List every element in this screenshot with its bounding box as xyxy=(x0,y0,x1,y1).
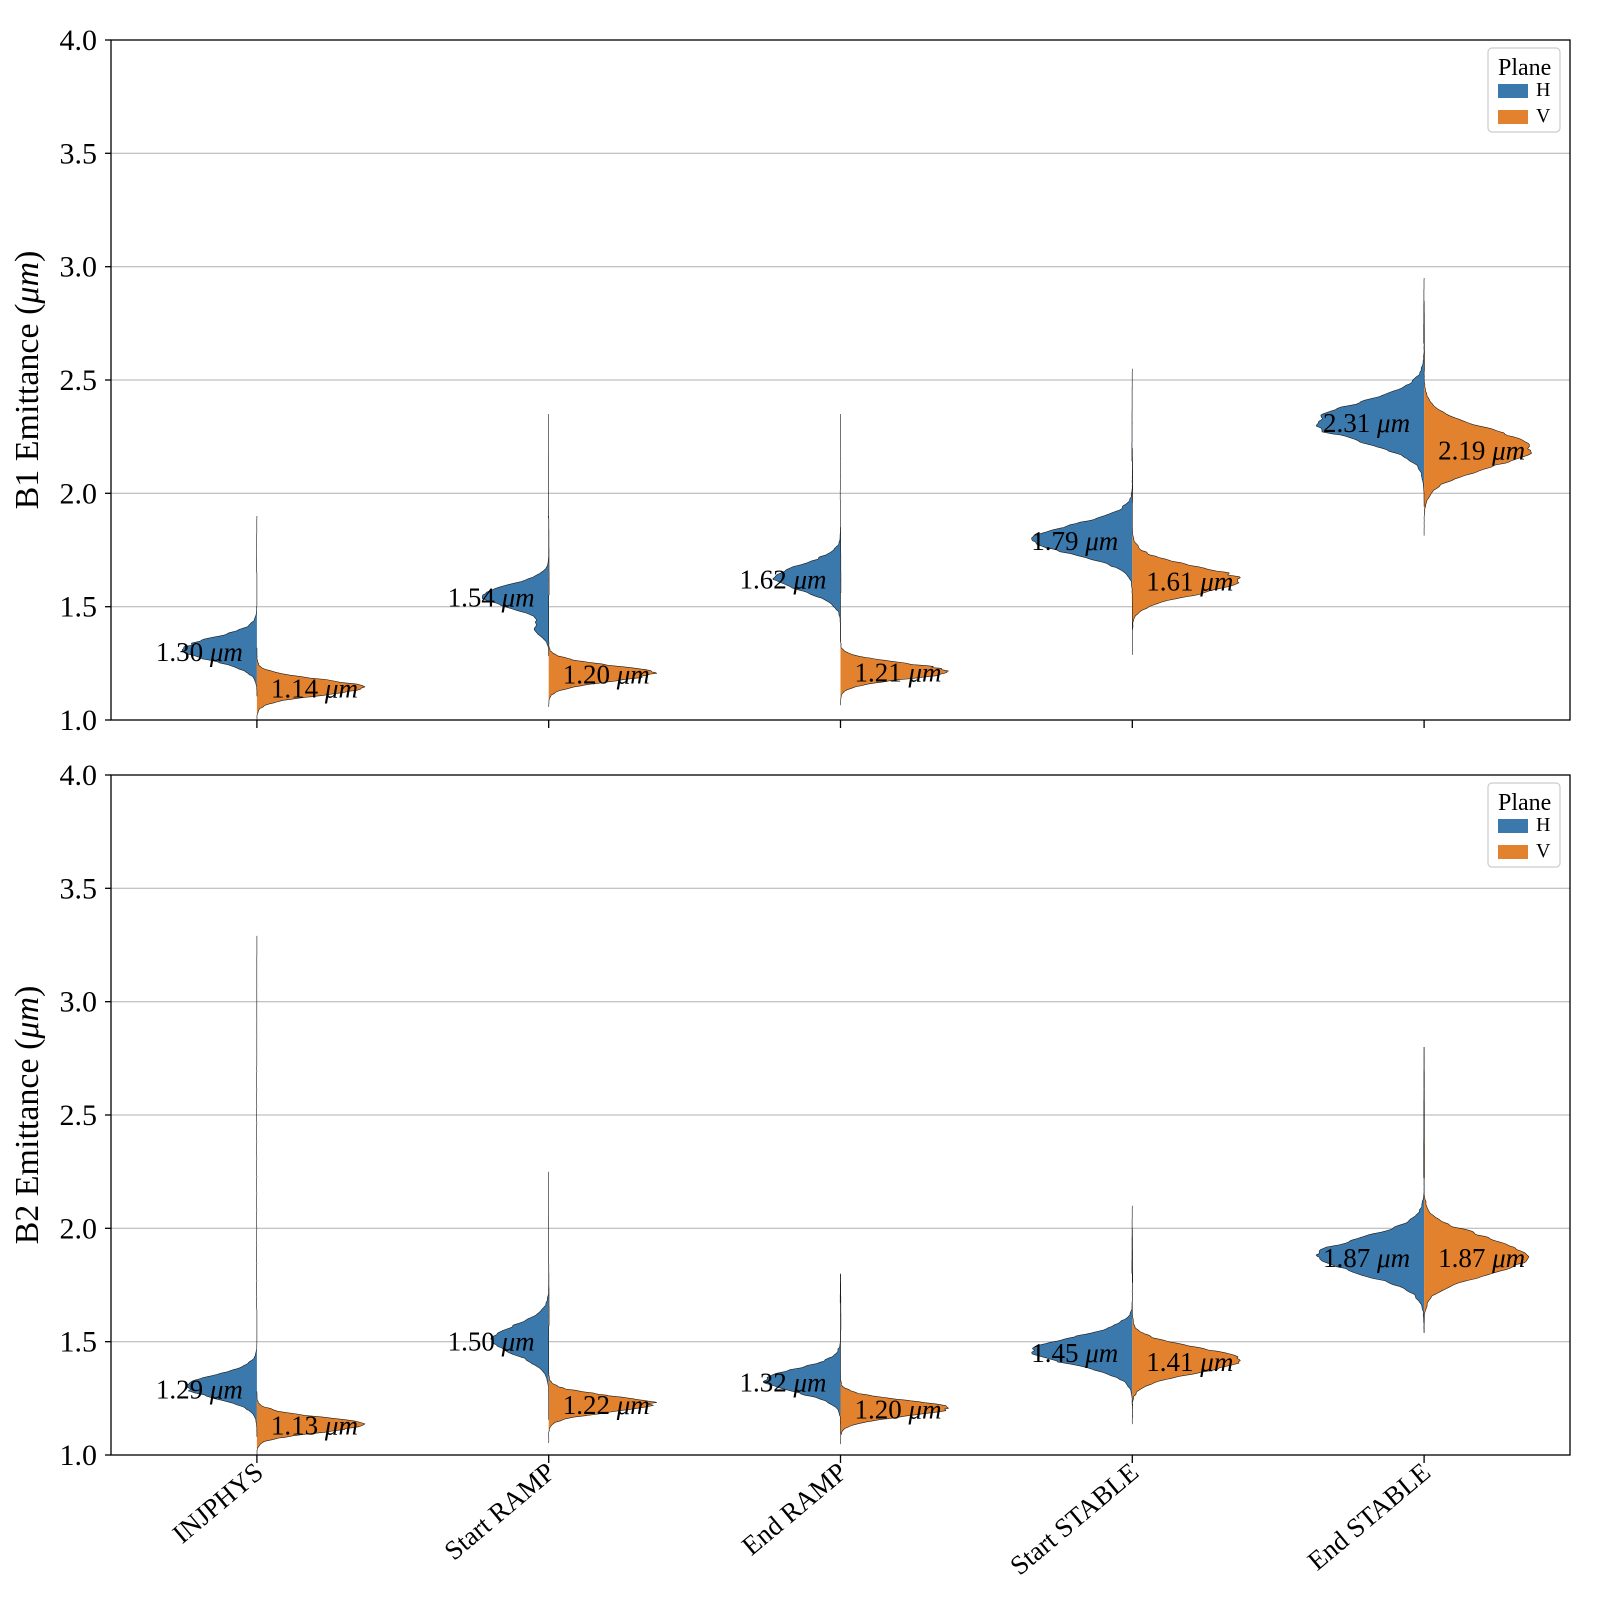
svg-text:1.41 μm: 1.41 μm xyxy=(1146,1347,1233,1377)
svg-text:1.29 μm: 1.29 μm xyxy=(156,1374,243,1404)
svg-text:2.5: 2.5 xyxy=(60,1099,98,1132)
svg-text:3.0: 3.0 xyxy=(60,251,98,284)
svg-text:1.32 μm: 1.32 μm xyxy=(739,1368,826,1398)
svg-text:1.0: 1.0 xyxy=(60,1439,98,1472)
svg-text:1.87 μm: 1.87 μm xyxy=(1438,1243,1525,1273)
svg-text:V: V xyxy=(1536,840,1551,862)
svg-text:1.30 μm: 1.30 μm xyxy=(156,637,243,667)
svg-text:1.87 μm: 1.87 μm xyxy=(1323,1243,1410,1273)
svg-text:1.21 μm: 1.21 μm xyxy=(855,657,942,687)
svg-text:B2 Emittance (μm): B2 Emittance (μm) xyxy=(9,986,46,1245)
svg-text:1.45 μm: 1.45 μm xyxy=(1031,1338,1118,1368)
svg-text:2.0: 2.0 xyxy=(60,1212,98,1245)
svg-text:4.0: 4.0 xyxy=(60,759,98,792)
svg-text:1.79 μm: 1.79 μm xyxy=(1031,526,1118,556)
svg-text:1.61 μm: 1.61 μm xyxy=(1146,567,1233,597)
svg-text:1.0: 1.0 xyxy=(60,704,98,737)
svg-text:H: H xyxy=(1536,814,1550,836)
svg-text:V: V xyxy=(1536,105,1551,127)
svg-text:2.5: 2.5 xyxy=(60,364,98,397)
svg-text:4.0: 4.0 xyxy=(60,24,98,57)
svg-text:1.13 μm: 1.13 μm xyxy=(271,1411,358,1441)
svg-text:1.54 μm: 1.54 μm xyxy=(448,583,535,613)
svg-text:1.5: 1.5 xyxy=(60,591,98,624)
svg-text:H: H xyxy=(1536,79,1550,101)
svg-text:2.31 μm: 2.31 μm xyxy=(1323,408,1410,438)
svg-text:B1 Emittance (μm): B1 Emittance (μm) xyxy=(9,251,46,510)
svg-text:1.14 μm: 1.14 μm xyxy=(271,673,358,703)
svg-text:1.50 μm: 1.50 μm xyxy=(448,1327,535,1357)
svg-text:1.20 μm: 1.20 μm xyxy=(855,1395,942,1425)
svg-text:2.19 μm: 2.19 μm xyxy=(1438,435,1525,465)
svg-text:3.5: 3.5 xyxy=(60,137,98,170)
svg-text:1.5: 1.5 xyxy=(60,1326,98,1359)
svg-text:1.20 μm: 1.20 μm xyxy=(563,660,650,690)
svg-text:1.62 μm: 1.62 μm xyxy=(739,565,826,595)
svg-text:Plane: Plane xyxy=(1498,55,1551,81)
svg-text:3.0: 3.0 xyxy=(60,986,98,1019)
svg-text:2.0: 2.0 xyxy=(60,477,98,510)
svg-text:3.5: 3.5 xyxy=(60,872,98,905)
svg-text:Plane: Plane xyxy=(1498,790,1551,816)
svg-text:1.22 μm: 1.22 μm xyxy=(563,1390,650,1420)
